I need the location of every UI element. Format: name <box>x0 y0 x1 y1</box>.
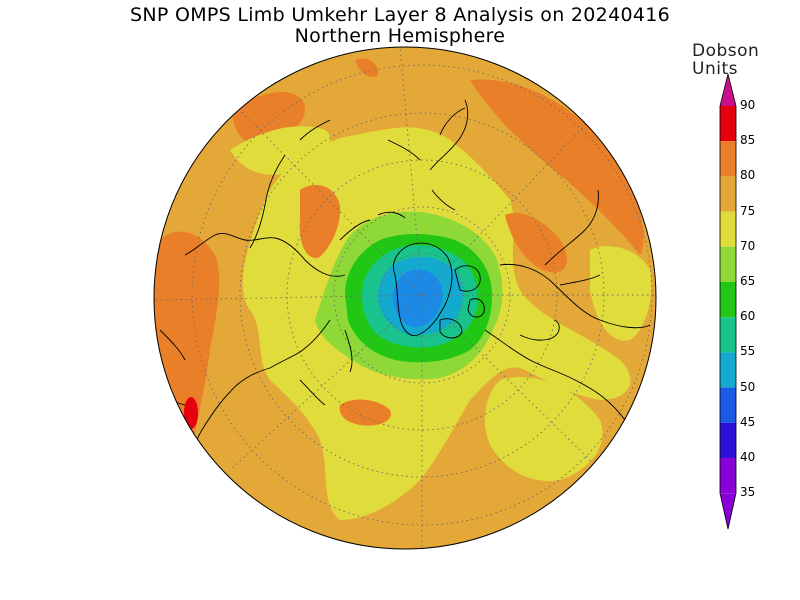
colorbar-arrow-bottom <box>720 493 736 530</box>
colorbar-swatch <box>720 422 736 458</box>
coastline-greenland <box>393 242 453 337</box>
graticule <box>154 47 655 549</box>
meridian-line <box>421 119 591 296</box>
map-title: SNP OMPS Limb Umkehr Layer 8 Analysis on… <box>129 4 671 26</box>
colorbar-tick-label: 85 <box>740 133 756 148</box>
colorbar-tick-label: 50 <box>740 379 756 394</box>
colorbar-tick-label: 45 <box>740 414 756 429</box>
colorbar-swatch <box>720 352 736 388</box>
colorbar-swatch <box>720 106 736 142</box>
colorbar-outline <box>719 73 737 530</box>
meridian-line <box>239 109 423 296</box>
latitude-circle <box>379 252 465 338</box>
field-region-80-northeast <box>470 79 644 256</box>
colorbar-units-label: Units <box>692 59 738 79</box>
field-region-80-inner <box>299 185 341 259</box>
colorbar-tick-label: 80 <box>740 168 756 183</box>
coastline-alaska <box>544 189 601 286</box>
map-boundary <box>153 46 657 550</box>
field-region-80-top <box>355 58 379 78</box>
coastline-kamchatka <box>387 107 466 161</box>
colorbar-tick-label: 70 <box>740 238 756 253</box>
field-region-75-northwest <box>230 126 331 175</box>
colorbar-tick-label: 55 <box>740 344 756 359</box>
colorbar-arrow-top <box>720 74 736 106</box>
coastline-hudson-bay <box>519 319 560 341</box>
field-region-75-east <box>590 246 652 341</box>
coastline-north-america <box>484 263 651 421</box>
coastline-siberia <box>184 219 371 277</box>
coastline-east-asia <box>249 119 331 249</box>
field-region-75-southeast <box>484 376 603 481</box>
ozone-field <box>154 47 656 549</box>
colorbar-swatch <box>720 246 736 282</box>
field-region-80-inner-east <box>505 212 567 273</box>
colorbar-tick-label: 75 <box>740 203 756 218</box>
colorbar-swatch <box>720 282 736 318</box>
colorbar-swatch <box>720 458 736 494</box>
colorbar-swatch <box>720 211 736 247</box>
latitude-circle <box>239 112 605 478</box>
colorbar-swatch <box>720 387 736 423</box>
field-region-85 <box>184 397 198 429</box>
colorbar-tick-label: 60 <box>740 309 756 324</box>
field-region-50 <box>392 269 443 327</box>
colorbar-tick-label: 40 <box>740 450 756 464</box>
colorbar-swatch <box>720 141 736 177</box>
coastlines <box>154 99 651 461</box>
colorbar-swatch <box>720 176 736 212</box>
colorbar-units-label: Dobson <box>692 41 760 61</box>
coastline-northeast-asia <box>377 99 469 219</box>
field-region-80-inner-south <box>339 399 391 426</box>
colorbar-swatch <box>720 317 736 353</box>
colorbar-tick-label: 65 <box>740 274 756 288</box>
colorbar <box>719 73 737 530</box>
meridian-line <box>229 294 423 471</box>
coastline-canadian-archipelago <box>439 265 485 339</box>
meridian-line <box>399 47 423 296</box>
coastline-scandinavia <box>269 319 353 373</box>
colorbar-tick-label: 90 <box>740 98 756 112</box>
latitude-circle <box>333 206 511 384</box>
colorbar-tick-label: 35 <box>740 485 756 500</box>
map-subtitle: Northern Hemisphere <box>294 25 506 47</box>
